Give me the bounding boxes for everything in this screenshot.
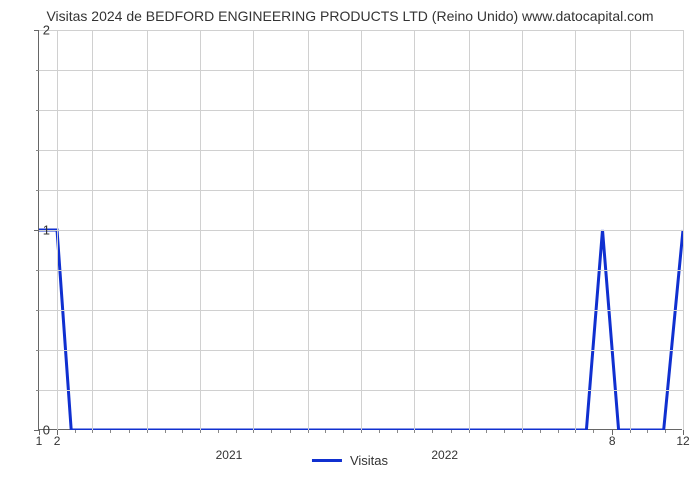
x-minor-tick: [665, 430, 666, 433]
x-minor-tick: [432, 430, 433, 433]
x-year-label: 2021: [216, 448, 243, 462]
x-minor-tick: [290, 430, 291, 433]
x-minor-tick: [343, 430, 344, 433]
y-minor-tick: [36, 390, 39, 391]
grid-line-v: [469, 30, 470, 430]
y-minor-tick: [36, 270, 39, 271]
x-minor-tick: [504, 430, 505, 433]
x-minor-tick: [540, 430, 541, 433]
x-tick-label: 12: [676, 434, 689, 448]
grid-line-v: [414, 30, 415, 430]
y-minor-tick: [36, 150, 39, 151]
y-minor-tick: [36, 310, 39, 311]
x-minor-tick: [486, 430, 487, 433]
x-tick-label: 8: [609, 434, 616, 448]
grid-line-v: [200, 30, 201, 430]
legend-swatch: [312, 459, 342, 462]
grid-line-v: [522, 30, 523, 430]
x-minor-tick: [271, 430, 272, 433]
x-minor-tick: [361, 430, 362, 433]
x-minor-tick: [200, 430, 201, 433]
grid-line-v: [361, 30, 362, 430]
x-minor-tick: [647, 430, 648, 433]
x-minor-tick: [147, 430, 148, 433]
x-minor-tick: [469, 430, 470, 433]
grid-line-v: [683, 30, 684, 430]
x-minor-tick: [182, 430, 183, 433]
x-minor-tick: [451, 430, 452, 433]
grid-line-v: [308, 30, 309, 430]
y-tick-label: 2: [30, 23, 50, 38]
grid-line-v: [92, 30, 93, 430]
x-minor-tick: [129, 430, 130, 433]
x-minor-tick: [630, 430, 631, 433]
x-minor-tick: [397, 430, 398, 433]
x-minor-tick: [75, 430, 76, 433]
y-minor-tick: [36, 70, 39, 71]
x-year-label: 2022: [431, 448, 458, 462]
x-minor-tick: [165, 430, 166, 433]
grid-line-v: [630, 30, 631, 430]
x-minor-tick: [379, 430, 380, 433]
x-minor-tick: [253, 430, 254, 433]
x-minor-tick: [110, 430, 111, 433]
legend: Visitas: [312, 453, 388, 468]
x-minor-tick: [414, 430, 415, 433]
y-minor-tick: [36, 350, 39, 351]
grid-line-v: [575, 30, 576, 430]
grid-line-v: [57, 30, 58, 430]
plot-area: 1281220212022: [38, 30, 682, 430]
grid-line-v: [147, 30, 148, 430]
x-minor-tick: [593, 430, 594, 433]
grid-line-v: [253, 30, 254, 430]
y-tick-label: 1: [30, 223, 50, 238]
legend-label: Visitas: [350, 453, 388, 468]
x-minor-tick: [92, 430, 93, 433]
x-minor-tick: [218, 430, 219, 433]
x-minor-tick: [236, 430, 237, 433]
x-minor-tick: [325, 430, 326, 433]
y-minor-tick: [36, 110, 39, 111]
y-minor-tick: [36, 190, 39, 191]
x-tick-label: 2: [54, 434, 61, 448]
x-minor-tick: [575, 430, 576, 433]
x-minor-tick: [522, 430, 523, 433]
chart-container: 1281220212022: [38, 30, 682, 430]
x-minor-tick: [308, 430, 309, 433]
chart-title: Visitas 2024 de BEDFORD ENGINEERING PROD…: [0, 0, 700, 24]
x-minor-tick: [558, 430, 559, 433]
y-tick-label: 0: [30, 423, 50, 438]
